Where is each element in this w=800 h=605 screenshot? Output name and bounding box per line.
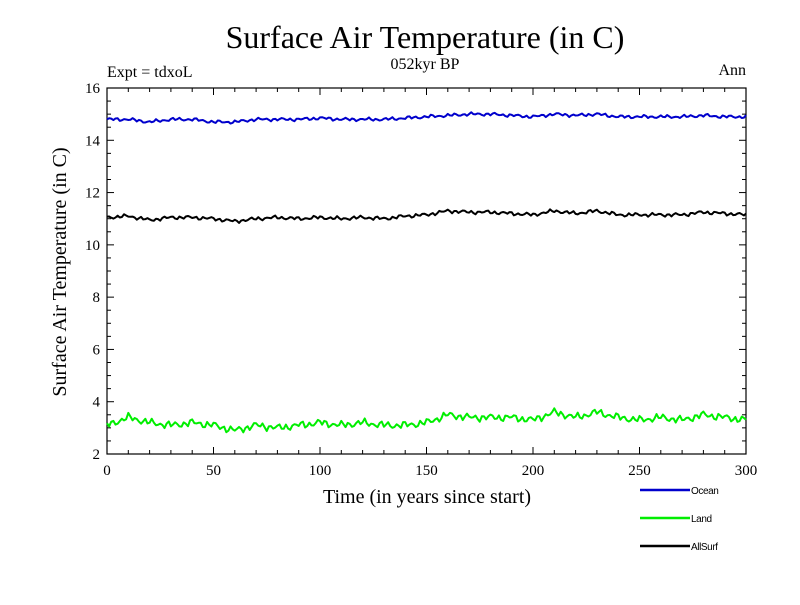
season-label: Ann <box>718 62 746 79</box>
chart-subtitle: 052kyr BP <box>391 56 460 73</box>
experiment-label: Expt = tdxoL <box>107 64 192 81</box>
plot-area: 0 50 100 150 200 250 300 2 4 6 8 10 12 14 16 <box>85 81 757 479</box>
y-tick-label: 8 <box>93 290 101 306</box>
x-tick-label: 100 <box>309 463 332 479</box>
plot-frame <box>106 87 747 455</box>
y-tick-label: 4 <box>93 395 101 411</box>
legend-label: Land <box>691 514 712 525</box>
legend-item: Land <box>640 514 712 525</box>
legend: Ocean Land AllSurf <box>640 486 719 553</box>
x-axis-label: Time (in years since start) <box>323 486 531 508</box>
chart-title: Surface Air Temperature (in C) <box>226 19 625 55</box>
y-tick-label: 6 <box>93 342 101 358</box>
series-line-land <box>106 407 747 434</box>
x-tick-label: 300 <box>735 463 758 479</box>
y-tick-label: 12 <box>85 186 100 202</box>
x-tick-label: 200 <box>522 463 545 479</box>
x-tick-label: 0 <box>103 463 111 479</box>
series-line-ocean <box>106 111 747 125</box>
legend-item: Ocean <box>640 486 719 497</box>
legend-item: AllSurf <box>640 542 719 553</box>
x-tick-label: 250 <box>628 463 651 479</box>
legend-label: Ocean <box>691 486 718 497</box>
y-tick-label: 10 <box>85 238 100 254</box>
y-tick-label: 14 <box>85 133 101 149</box>
y-axis-label: Surface Air Temperature (in C) <box>49 147 71 396</box>
x-tick-label: 150 <box>415 463 438 479</box>
series-line-allsurf <box>106 208 747 224</box>
y-tick-label: 2 <box>93 447 101 463</box>
y-tick-label: 16 <box>85 81 101 97</box>
x-tick-label: 50 <box>206 463 221 479</box>
legend-label: AllSurf <box>691 542 718 553</box>
